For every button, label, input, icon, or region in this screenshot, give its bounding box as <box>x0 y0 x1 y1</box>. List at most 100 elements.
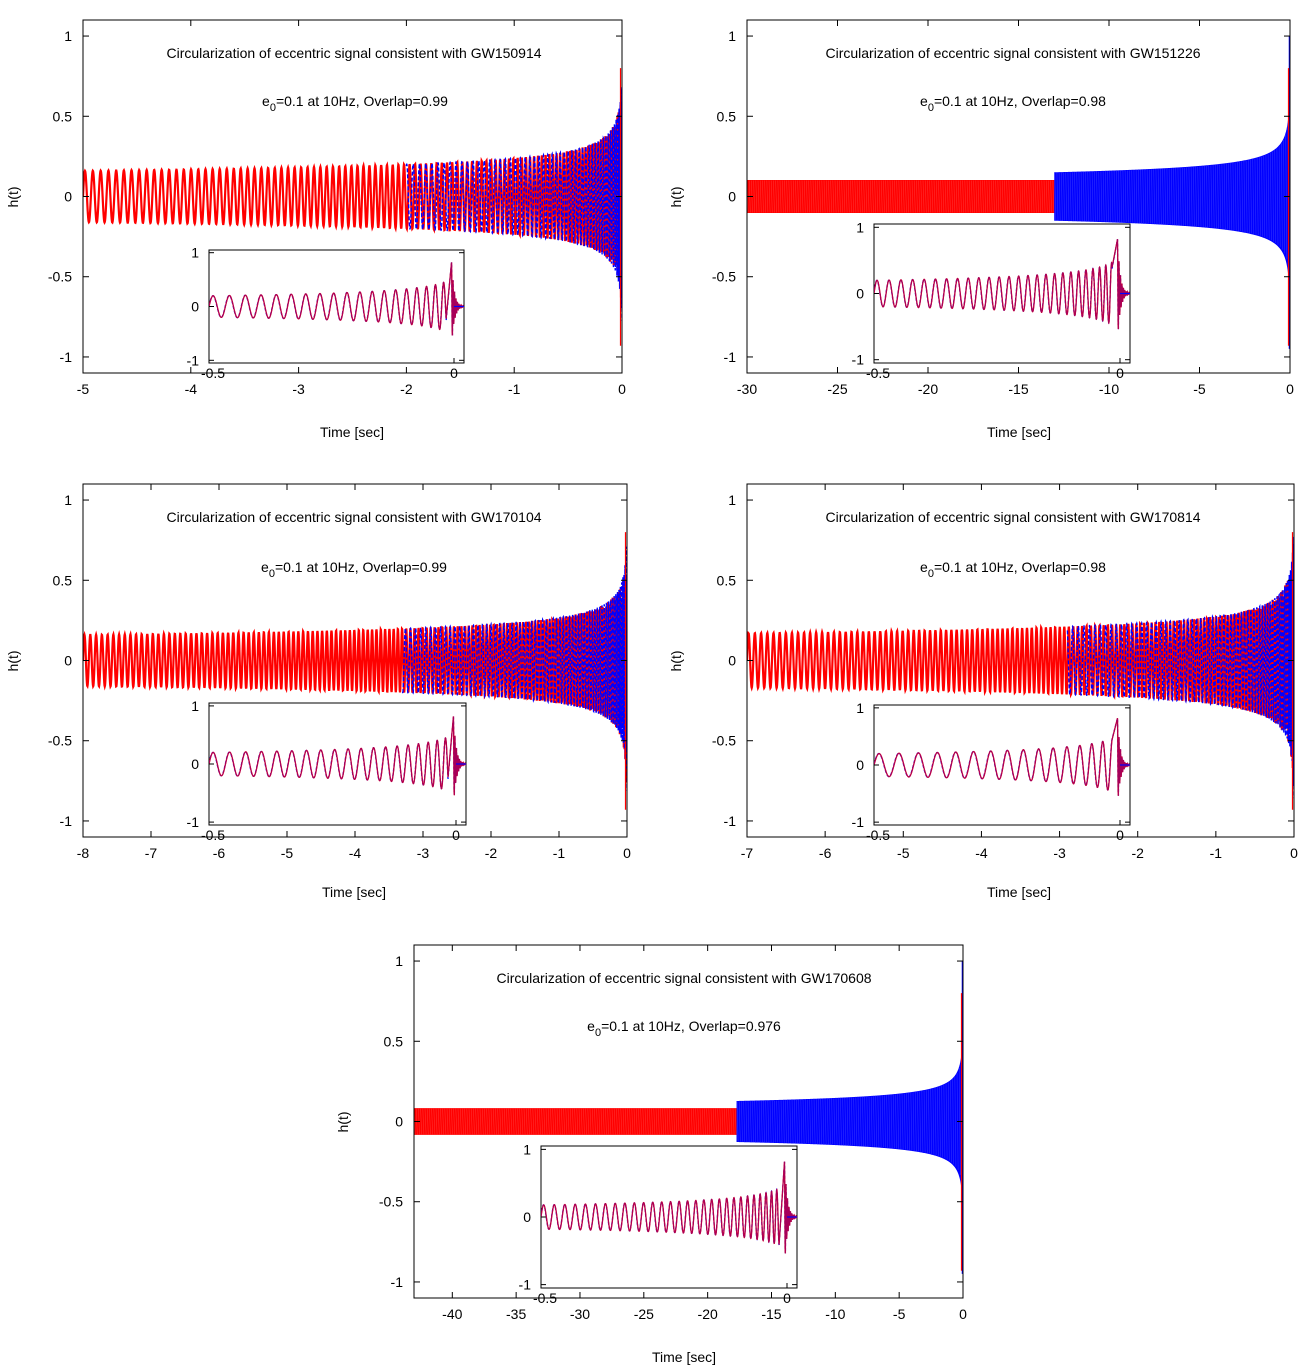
x-tick-label: 0 <box>1290 845 1298 861</box>
y-tick-label: 0.5 <box>53 572 73 588</box>
y-tick-label: 0 <box>64 653 72 669</box>
x-tick-label: -5 <box>77 381 90 397</box>
subtitle-prefix: e <box>262 93 270 109</box>
y-tick-label: 0 <box>728 189 736 205</box>
x-axis-label: Time [sec] <box>322 884 386 900</box>
inset-y-tick-label: -1 <box>852 352 865 368</box>
x-axis-label: Time [sec] <box>320 424 384 440</box>
subtitle-rest: =0.1 at 10Hz, Overlap=0.99 <box>275 559 447 575</box>
series-group <box>83 532 627 810</box>
inset-plot: -0.5 0 -1 0 1 <box>187 698 467 843</box>
subtitle-subscript: 0 <box>928 568 934 580</box>
inset-line-3 <box>874 718 1130 796</box>
x-tick-label: -8 <box>77 845 90 861</box>
x-tick-label: -1 <box>553 845 566 861</box>
inset-y-tick-label: 0 <box>191 756 199 772</box>
subtitle-rest: =0.1 at 10Hz, Overlap=0.99 <box>276 93 448 109</box>
y-tick-label: 1 <box>64 492 72 508</box>
y-axis-label: h(t) <box>335 1112 351 1133</box>
inset-plot: -0.5 0 -1 0 1 <box>187 245 465 381</box>
y-tick-label: -0.5 <box>712 733 736 749</box>
y-tick-label: -0.5 <box>712 269 736 285</box>
x-tick-label: -5 <box>893 1306 906 1322</box>
y-tick-label: -0.5 <box>48 733 72 749</box>
x-tick-label: -1 <box>508 381 521 397</box>
y-tick-label: 0.5 <box>717 572 737 588</box>
x-tick-label: -35 <box>506 1306 526 1322</box>
inset-y-tick-label: -1 <box>187 352 200 368</box>
inset-x-tick-label: 0 <box>783 1290 791 1306</box>
y-tick-label: 0 <box>64 189 72 205</box>
inset-x-tick-label: -0.5 <box>201 365 225 381</box>
x-tick-label: -3 <box>1053 845 1066 861</box>
series-group <box>83 68 622 346</box>
x-tick-label: -15 <box>761 1306 781 1322</box>
inset-x-tick-label: 0 <box>452 827 460 843</box>
inset-x-tick-label: 0 <box>1116 365 1124 381</box>
chart-subtitle: e0=0.1 at 10Hz, Overlap=0.99 <box>262 93 448 114</box>
subtitle-subscript: 0 <box>595 1027 601 1039</box>
inset-y-tick-label: 0 <box>856 757 864 773</box>
x-tick-label: -30 <box>570 1306 590 1322</box>
inset-line-3 <box>874 239 1130 330</box>
chart-title: Circularization of eccentric signal cons… <box>825 509 1200 525</box>
series-group <box>747 532 1294 810</box>
x-tick-label: -5 <box>1193 381 1206 397</box>
inset-x-tick-label: -0.5 <box>201 827 225 843</box>
series-2-line <box>401 546 627 791</box>
inset-x-tick-label: 0 <box>1116 827 1124 843</box>
inset-series <box>874 239 1130 330</box>
x-tick-label: -5 <box>281 845 294 861</box>
y-axis-label: h(t) <box>668 187 684 208</box>
y-tick-label: -1 <box>60 813 73 829</box>
x-tick-label: -3 <box>292 381 305 397</box>
x-tick-label: -1 <box>1210 845 1223 861</box>
series-2-band <box>1054 94 1290 299</box>
x-tick-label: -25 <box>634 1306 654 1322</box>
inset-x-tick-label: -0.5 <box>866 365 890 381</box>
series-2-texture <box>736 1058 963 1185</box>
chart-subtitle: e0=0.1 at 10Hz, Overlap=0.99 <box>261 559 447 580</box>
inset-x-tick-label: -0.5 <box>533 1290 557 1306</box>
inset-y-tick-label: 0 <box>523 1209 531 1225</box>
y-tick-label: -1 <box>391 1274 404 1290</box>
inset-series <box>541 1161 797 1254</box>
chart-title: Circularization of eccentric signal cons… <box>166 45 541 61</box>
y-axis-label: h(t) <box>668 651 684 672</box>
chart-title: Circularization of eccentric signal cons… <box>166 509 541 525</box>
chart-subtitle: e0=0.1 at 10Hz, Overlap=0.98 <box>920 93 1106 114</box>
subtitle-prefix: e <box>261 559 269 575</box>
inset-series <box>874 718 1130 796</box>
inset-plot: -0.5 0 -1 0 1 <box>519 1141 798 1306</box>
y-tick-label: -1 <box>724 349 737 365</box>
y-tick-label: 1 <box>728 492 736 508</box>
y-tick-label: 1 <box>728 28 736 44</box>
x-tick-label: 0 <box>959 1306 967 1322</box>
x-tick-label: -30 <box>737 381 757 397</box>
y-tick-label: -1 <box>60 349 73 365</box>
x-tick-label: -6 <box>213 845 226 861</box>
x-axis-label: Time [sec] <box>987 884 1051 900</box>
subtitle-rest: =0.1 at 10Hz, Overlap=0.976 <box>601 1018 781 1034</box>
series-2-line <box>1066 536 1294 799</box>
y-tick-label: -0.5 <box>379 1194 403 1210</box>
inset-line-3 <box>209 262 464 336</box>
subtitle-rest: =0.1 at 10Hz, Overlap=0.98 <box>934 93 1106 109</box>
inset-frame <box>873 704 1131 826</box>
y-axis-label: h(t) <box>5 187 21 208</box>
inset-y-tick-label: 1 <box>191 245 199 261</box>
x-tick-label: -2 <box>1131 845 1144 861</box>
x-tick-label: -2 <box>485 845 498 861</box>
chart-title: Circularization of eccentric signal cons… <box>496 970 871 986</box>
y-tick-label: 0.5 <box>384 1033 404 1049</box>
x-tick-label: -40 <box>442 1306 462 1322</box>
inset-y-tick-label: 1 <box>856 219 864 235</box>
series-2-texture <box>1054 124 1290 269</box>
y-tick-label: -1 <box>724 813 737 829</box>
y-tick-label: 1 <box>395 953 403 969</box>
subtitle-subscript: 0 <box>270 102 276 114</box>
